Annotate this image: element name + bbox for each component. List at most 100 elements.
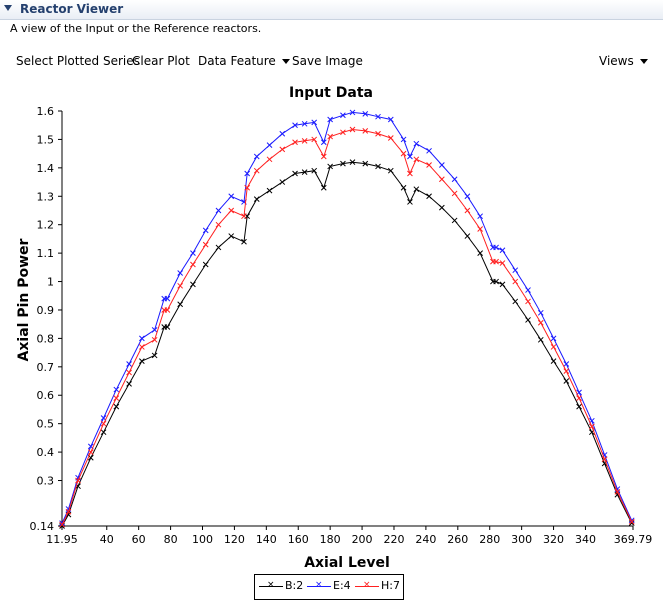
- x-tick-label: 11.95: [46, 533, 78, 546]
- panel-title: Reactor Viewer: [20, 2, 124, 16]
- data-point-marker: [244, 184, 251, 191]
- data-feature-dropdown[interactable]: Data Feature: [198, 54, 290, 68]
- data-point-marker: [292, 170, 298, 177]
- data-point-marker: [362, 110, 369, 117]
- data-point-marker: [387, 135, 394, 141]
- data-point-marker: [164, 307, 171, 313]
- legend-item[interactable]: × B:2: [259, 579, 303, 592]
- data-point-marker: [301, 120, 308, 127]
- data-point-marker: [563, 378, 570, 384]
- data-point-marker: [550, 344, 557, 350]
- data-point-marker: [139, 358, 145, 364]
- y-tick-label: 1.6: [37, 105, 55, 118]
- data-point-marker: [362, 160, 369, 167]
- x-tick-label: 160: [288, 533, 309, 546]
- y-tick-label: 0.7: [37, 361, 55, 374]
- data-point-marker: [340, 112, 346, 119]
- legend-label: B:2: [285, 579, 304, 592]
- y-tick-label: 1.1: [37, 247, 55, 260]
- data-point-marker: [202, 227, 209, 234]
- data-point-marker: [177, 270, 184, 276]
- data-point-marker: [512, 298, 519, 305]
- x-tick-label: 80: [164, 533, 178, 546]
- save-image-button[interactable]: Save Image: [292, 54, 363, 68]
- legend-swatch: ×: [307, 580, 331, 590]
- x-tick-label: 220: [383, 533, 404, 546]
- data-point-marker: [349, 159, 356, 166]
- y-tick-label: 1.2: [37, 219, 55, 232]
- x-axis-label: Axial Level: [304, 555, 390, 571]
- data-point-marker: [537, 336, 544, 343]
- data-point-marker: [279, 146, 286, 153]
- x-tick-label: 280: [479, 533, 500, 546]
- data-point-marker: [126, 369, 132, 376]
- collapse-chevron-icon[interactable]: [4, 5, 12, 11]
- data-point-marker: [320, 184, 327, 191]
- data-point-marker: [253, 196, 260, 202]
- x-tick-label: 240: [415, 533, 436, 546]
- data-point-marker: [164, 324, 171, 330]
- data-point-marker: [228, 233, 235, 239]
- data-point-marker: [451, 176, 458, 183]
- data-point-marker: [426, 162, 432, 168]
- data-point-marker: [375, 130, 381, 137]
- data-point-marker: [525, 287, 531, 293]
- legend-label: E:4: [333, 579, 351, 592]
- data-point-marker: [87, 449, 94, 455]
- panel-header: Reactor Viewer: [0, 0, 663, 20]
- clear-plot-button[interactable]: Clear Plot: [132, 54, 190, 68]
- data-point-marker: [126, 381, 132, 387]
- data-point-marker: [215, 207, 222, 214]
- data-point-marker: [375, 163, 381, 170]
- data-point-marker: [100, 429, 107, 436]
- data-point-marker: [387, 167, 394, 174]
- data-point-marker: [253, 167, 260, 174]
- series-E-4: [59, 109, 635, 527]
- data-point-marker: [241, 238, 247, 245]
- data-point-marker: [464, 207, 471, 214]
- data-point-marker: [177, 282, 184, 289]
- data-point-marker: [279, 179, 286, 185]
- data-point-marker: [413, 186, 420, 193]
- data-point-marker: [279, 130, 286, 137]
- data-point-marker: [407, 199, 413, 205]
- data-point-marker: [512, 267, 519, 274]
- y-tick-label: 0.9: [37, 304, 55, 317]
- y-tick-label: 1.3: [37, 190, 55, 203]
- data-point-marker: [601, 456, 608, 463]
- cross-marker-icon: ×: [267, 579, 275, 590]
- x-tick-label: 320: [543, 533, 564, 546]
- series-line: [61, 161, 633, 527]
- data-point-marker: [202, 261, 209, 268]
- data-point-marker: [59, 521, 65, 528]
- legend-item[interactable]: × E:4: [307, 579, 351, 592]
- series-group: [59, 109, 635, 529]
- x-tick-label: 300: [511, 533, 532, 546]
- y-tick-label: 0.14: [30, 520, 55, 533]
- data-point-marker: [362, 128, 369, 134]
- data-point-marker: [139, 335, 145, 342]
- views-dropdown[interactable]: Views: [599, 54, 648, 68]
- data-point-marker: [253, 153, 260, 160]
- series-line: [61, 111, 633, 524]
- data-point-marker: [65, 508, 72, 515]
- data-point-marker: [451, 190, 458, 197]
- data-point-marker: [499, 260, 506, 266]
- data-point-marker: [550, 358, 557, 364]
- data-point-marker: [628, 518, 635, 525]
- data-point-marker: [190, 261, 196, 268]
- data-point-marker: [477, 250, 484, 256]
- select-plotted-series-button[interactable]: Select Plotted Series: [16, 54, 140, 68]
- data-point-marker: [327, 163, 334, 170]
- data-point-marker: [438, 162, 445, 168]
- data-point-marker: [576, 403, 582, 410]
- data-point-marker: [375, 113, 381, 120]
- data-point-marker: [588, 423, 595, 430]
- data-point-marker: [113, 395, 120, 401]
- y-tick-label: 1.5: [37, 133, 55, 146]
- legend-item[interactable]: × H:7: [355, 579, 400, 592]
- data-point-marker: [177, 301, 184, 308]
- y-ticks: 0.14 0.3 0.4 0.5 0.6 0.7 0.8 0.9 1 1.1 1.2 1.3 1.4 1.…: [30, 105, 62, 533]
- data-point-marker: [113, 386, 120, 393]
- data-point-marker: [228, 207, 235, 214]
